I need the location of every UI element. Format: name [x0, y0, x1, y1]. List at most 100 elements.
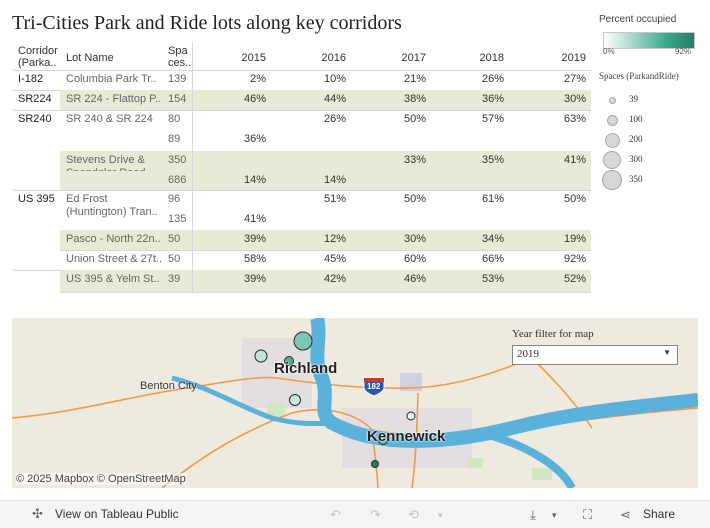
view-on-tableau-link[interactable]: View on Tableau Public: [55, 507, 179, 521]
table-row[interactable]: Union Street & 27t.. 50 58% 45% 60% 66% 92%: [12, 250, 591, 270]
size-legend-item: 350: [599, 170, 699, 192]
shield-band: [364, 378, 384, 382]
year-header-2016[interactable]: 2016: [321, 52, 346, 64]
lot-marker[interactable]: [254, 349, 268, 363]
occupancy-cell: 19%: [563, 233, 586, 245]
occupancy-cell: 58%: [243, 253, 266, 265]
occupancy-cell: 39%: [243, 233, 266, 245]
size-circle-icon: [604, 132, 620, 148]
download-menu-icon[interactable]: ▾: [552, 510, 557, 520]
corridor-header-line1: Corridor: [18, 45, 58, 57]
table-row[interactable]: US 395 Ed Frost (Huntington) Tran.. 96 51% 50…: [12, 190, 591, 218]
yakima-river: [171, 375, 333, 427]
occupancy-cell: 12%: [323, 233, 346, 245]
table-header: Corridor (Parka.. Lot Name Spa ces.. 201…: [12, 42, 591, 71]
occupancy-cell: 30%: [563, 93, 586, 105]
corridor-cell: I-182: [18, 73, 44, 85]
lot-name-cell: Ed Frost: [66, 193, 108, 205]
lot-marker[interactable]: [371, 460, 379, 468]
lot-name-cell: US 395 & Yelm St..: [66, 273, 160, 285]
size-legend-title: Spaces (ParkandRide): [599, 71, 679, 81]
snake-river: [490, 432, 576, 488]
size-circle-icon: [606, 114, 618, 126]
occupancy-cell: 39%: [243, 273, 266, 285]
table-row[interactable]: I-182 Columbia Park Tr.. 139 2% 10% 21% 26% 27%: [12, 70, 591, 90]
occupancy-cell: 42%: [323, 273, 346, 285]
occupancy-cell: 53%: [481, 273, 504, 285]
color-min-label: 0%: [603, 47, 615, 56]
tableau-toolbar: ✣ View on Tableau Public ↶ ↷ ⟲ ▾ ⤓ ▾ ⛶ ⋖…: [0, 500, 710, 528]
spaces-cell: 39: [168, 273, 181, 285]
year-filter-value: 2019: [517, 348, 539, 360]
row-divider: [12, 110, 591, 111]
table-row[interactable]: US 395 & Yelm St.. 39 39% 42% 46% 53% 52%: [12, 270, 591, 292]
year-filter-dropdown[interactable]: 2019 ▼: [512, 345, 678, 365]
corridor-cell: SR240: [18, 113, 52, 125]
table-row[interactable]: Pasco - North 22n.. 50 39% 12% 30% 34% 19%: [12, 230, 591, 250]
lot-header[interactable]: Lot Name: [66, 52, 114, 64]
dashboard-title: Tri-Cities Park and Ride lots along key …: [12, 12, 402, 34]
revert-menu-icon[interactable]: ▾: [438, 510, 443, 520]
size-legend-label: 300: [629, 154, 643, 164]
lot-name-cell: Stevens Drive &: [66, 154, 145, 166]
table-row[interactable]: SR240 SR 240 & SR 224 80 26% 50% 57% 63%: [12, 110, 591, 130]
road: [276, 357, 533, 390]
download-icon[interactable]: ⤓: [530, 507, 536, 522]
revert-icon[interactable]: ⟲: [408, 507, 419, 522]
spaces-cell: 135: [168, 213, 187, 225]
interstate-shield-label: 182: [367, 382, 381, 391]
lot-marker[interactable]: [293, 331, 313, 351]
year-filter-title: Year filter for map: [512, 328, 594, 340]
fullscreen-icon[interactable]: ⛶: [583, 507, 593, 522]
year-header-2018[interactable]: 2018: [479, 52, 504, 64]
occupancy-cell: 33%: [403, 154, 426, 166]
occupancy-cell: 45%: [323, 253, 346, 265]
year-header-2015[interactable]: 2015: [241, 52, 266, 64]
lot-name-cell: Columbia Park Tr..: [66, 73, 157, 85]
lot-name-cell: SR 240 & SR 224: [66, 113, 153, 125]
size-circle-icon: [603, 151, 621, 169]
share-button[interactable]: Share: [643, 507, 676, 521]
corridor-header[interactable]: Corridor (Parka..: [18, 45, 58, 69]
spaces-header[interactable]: Spa ces..: [168, 45, 191, 69]
lot-marker[interactable]: [378, 435, 388, 445]
table-row[interactable]: SR224 SR 224 - Flattop P.. 154 46% 44% 38% 36%…: [12, 90, 591, 110]
lot-marker[interactable]: [406, 411, 416, 421]
corridor-cell: SR224: [18, 93, 52, 105]
river: [171, 318, 698, 488]
map-basemap: [12, 318, 698, 488]
share-icon[interactable]: ⋖: [620, 507, 631, 522]
occupancy-cell: 36%: [481, 93, 504, 105]
size-legend-item: 100: [599, 112, 699, 132]
occupancy-cell: 14%: [323, 174, 346, 186]
table-row[interactable]: Stevens Drive &Spendgler Road - ..35033%…: [12, 151, 591, 179]
spaces-header-line1: Spa: [168, 45, 188, 57]
table-row[interactable]: 686 14% 14%: [12, 171, 591, 190]
size-legend-label: 100: [629, 114, 643, 124]
spaces-cell: 154: [168, 93, 187, 105]
corridor-header-line2: (Parka..: [18, 57, 57, 69]
redo-icon[interactable]: ↷: [370, 507, 381, 522]
table-row[interactable]: 135 41%: [12, 210, 591, 230]
road: [12, 376, 278, 419]
undo-icon[interactable]: ↶: [330, 507, 341, 522]
map-attribution[interactable]: © 2025 Mapbox © OpenStreetMap: [16, 473, 186, 485]
lot-marker[interactable]: [289, 394, 301, 406]
spaces-cell: 350: [168, 154, 187, 166]
tableau-logo-icon: ✣: [32, 506, 43, 521]
occupancy-cell: 26%: [481, 73, 504, 85]
row-divider: [60, 292, 591, 293]
occupancy-cell: 27%: [563, 73, 586, 85]
row-divider: [60, 250, 591, 251]
year-header-2019[interactable]: 2019: [561, 52, 586, 64]
occupancy-cell: 10%: [323, 73, 346, 85]
industrial-area: [400, 373, 422, 391]
year-header-2017[interactable]: 2017: [401, 52, 426, 64]
occupancy-cell: 60%: [403, 253, 426, 265]
table-row[interactable]: 89 36%: [12, 130, 591, 151]
benton-city-label: Benton City: [140, 380, 197, 392]
shield-shape: [363, 377, 385, 397]
columbia-river: [310, 318, 698, 448]
lot-marker[interactable]: [284, 356, 294, 366]
map[interactable]: 182 Richland Kennewick Benton City © 202…: [12, 318, 698, 488]
